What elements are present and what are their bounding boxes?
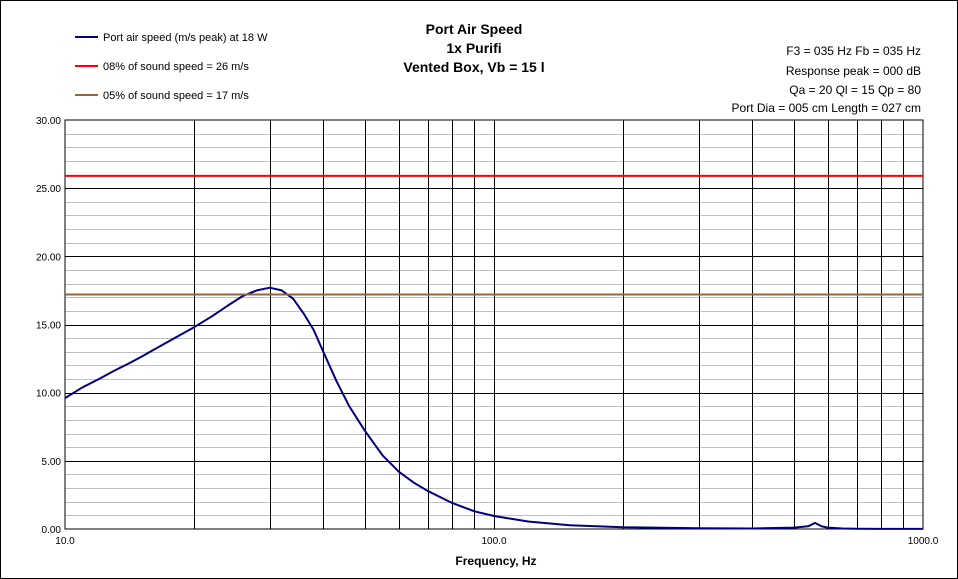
y-tick-label: 15.00 bbox=[36, 321, 61, 332]
tick-labels: 0.00 5.00 10.00 15.00 20.00 25.00 30.00 10.0 100… bbox=[36, 116, 939, 547]
x-axis-label: Frequency, Hz bbox=[455, 554, 536, 568]
y-tick-label: 5.00 bbox=[42, 457, 62, 468]
legend-label-05-sound-speed: 05% of sound speed = 17 m/s bbox=[103, 90, 249, 102]
y-tick-label: 25.00 bbox=[36, 184, 61, 195]
x-tick-label: 1000.0 bbox=[908, 536, 939, 547]
y-tick-label: 30.00 bbox=[36, 116, 61, 127]
info-q-values: Qa = 20 Ql = 15 Qp = 80 bbox=[789, 83, 921, 97]
info-port-dimensions: Port Dia = 005 cm Length = 027 cm bbox=[732, 101, 921, 115]
chart-title-line-2: 1x Purifi bbox=[446, 40, 501, 56]
series-lines bbox=[64, 174, 923, 530]
y-tick-label: 0.00 bbox=[42, 525, 62, 536]
info-f3-fb: F3 = 035 Hz Fb = 035 Hz bbox=[786, 44, 921, 58]
y-tick-label: 20.00 bbox=[36, 252, 61, 263]
chart-title-line-3: Vented Box, Vb = 15 l bbox=[403, 59, 544, 75]
info-response-peak: Response peak = 000 dB bbox=[786, 64, 921, 78]
legend-label-08-sound-speed: 08% of sound speed = 26 m/s bbox=[103, 61, 249, 73]
y-tick-label: 10.00 bbox=[36, 389, 61, 400]
plot-border bbox=[64, 119, 924, 530]
x-tick-label: 10.0 bbox=[55, 536, 75, 547]
series-line-port-air-speed bbox=[64, 286, 923, 530]
chart-title-line-1: Port Air Speed bbox=[426, 21, 523, 37]
legend: Port air speed (m/s peak) at 18 W 08% of… bbox=[75, 32, 268, 102]
legend-label-port-air-speed: Port air speed (m/s peak) at 18 W bbox=[103, 32, 268, 44]
grid bbox=[65, 120, 923, 529]
x-tick-label: 100.0 bbox=[481, 536, 506, 547]
